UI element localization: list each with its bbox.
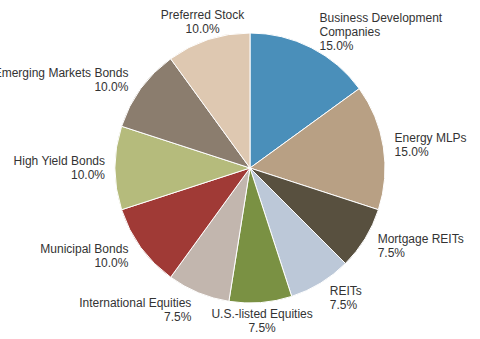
svg-text:Preferred Stock10.0%: Preferred Stock10.0% [161,8,245,36]
svg-text:REITs7.5%: REITs7.5% [330,284,362,312]
svg-text:Energy MLPs15.0%: Energy MLPs15.0% [395,131,467,159]
svg-text:Mortgage REITs7.5%: Mortgage REITs7.5% [378,232,464,260]
svg-text:Business DevelopmentCompanies1: Business DevelopmentCompanies15.0% [319,11,442,53]
svg-text:High Yield Bonds10.0%: High Yield Bonds10.0% [14,154,106,182]
svg-text:Municipal Bonds10.0%: Municipal Bonds10.0% [40,242,128,270]
svg-text:U.S.-listed Equities7.5%: U.S.-listed Equities7.5% [211,307,312,335]
svg-text:International Equities7.5%: International Equities7.5% [79,296,191,324]
svg-text:Emerging Markets Bonds10.0%: Emerging Markets Bonds10.0% [8,66,129,94]
